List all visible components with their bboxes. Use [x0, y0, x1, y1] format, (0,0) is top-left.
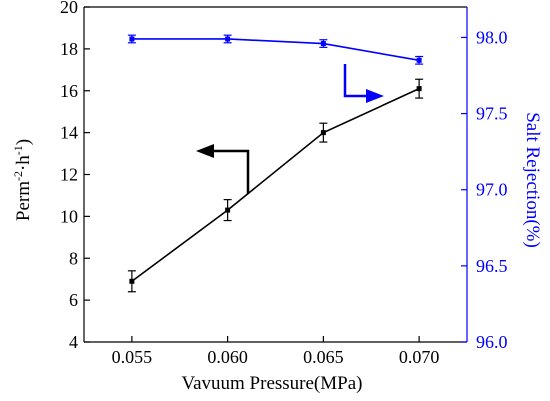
annotations: [196, 64, 384, 194]
series-line-left: [131, 87, 420, 282]
y-left-tick-label: 8: [69, 248, 78, 268]
x-tick-label: 0.060: [207, 347, 248, 367]
x-tick-label: 0.070: [399, 347, 440, 367]
y-axis-label-left-end: ): [13, 139, 34, 145]
x-tick-label: 0.055: [112, 347, 153, 367]
data-point-right: [320, 41, 326, 47]
left-arrow-line: [214, 149, 250, 194]
series-line-right: [131, 38, 420, 62]
data-point-right: [416, 57, 422, 63]
y-axis-label-left: Perm-2·h-1): [11, 139, 34, 221]
data-point-left: [225, 207, 231, 213]
x-axis-label: Vavuum Pressure(MPa): [181, 373, 362, 394]
axes: [83, 6, 468, 343]
y-right-tick-label: 96.5: [476, 256, 508, 276]
right-arrow-head: [366, 89, 384, 103]
y-right-tick-label: 98.0: [476, 27, 508, 47]
series: [127, 34, 424, 293]
y-right-tick-label: 97.5: [476, 104, 508, 124]
data-point-left: [416, 86, 422, 92]
y-axis-label-left-sup1: -2: [11, 171, 25, 181]
y-left-tick-label: 4: [69, 332, 78, 352]
y-left-tick-label: 12: [60, 165, 78, 185]
right-arrow-line: [343, 64, 366, 98]
y-left-tick-label: 16: [60, 81, 78, 101]
y-right-tick-label: 97.0: [476, 180, 508, 200]
data-point-left: [129, 278, 135, 284]
y-axis-label-left-main: Perm: [13, 181, 34, 221]
data-point-right: [129, 36, 135, 42]
tick-labels: 0.055 0.060 0.065 0.070 4 6 8 10 12 14 16 18 20 96.0 9…: [60, 0, 508, 367]
y-left-tick-label: 20: [60, 0, 78, 17]
data-point-left: [320, 130, 326, 136]
y-left-tick-label: 10: [60, 206, 78, 226]
left-arrow-head: [196, 144, 214, 158]
y-axis-label-left-mid: ·h: [13, 155, 34, 171]
y-axis-label-left-sup2: -1: [11, 145, 25, 155]
y-left-tick-label: 14: [60, 123, 78, 143]
data-point-right: [225, 36, 231, 42]
y-left-tick-label: 18: [60, 39, 78, 59]
y-left-tick-label: 6: [69, 290, 78, 310]
y-axis-label-right: Salt Rejection(%): [522, 112, 543, 248]
y-right-tick-label: 96.0: [476, 332, 508, 352]
x-tick-label: 0.065: [303, 347, 344, 367]
